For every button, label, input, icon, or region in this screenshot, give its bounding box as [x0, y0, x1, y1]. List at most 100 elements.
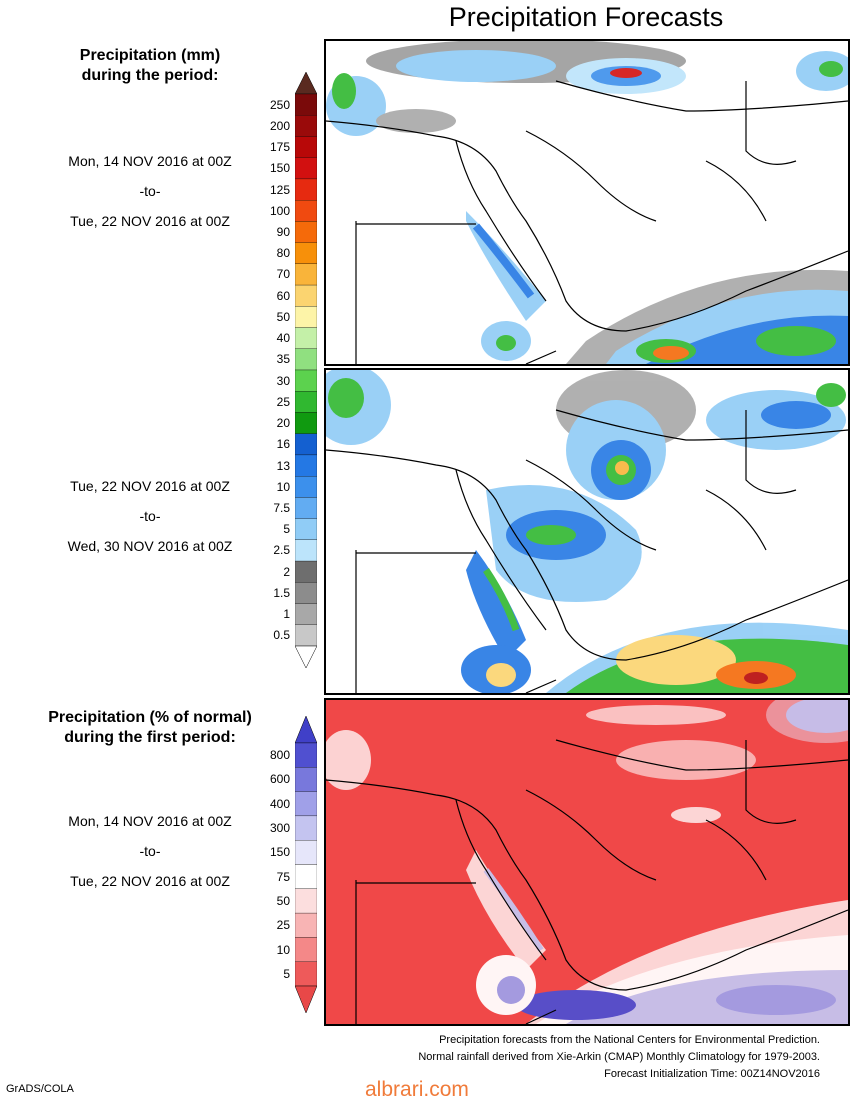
- colorbar-segment: [294, 497, 318, 519]
- page-title: Precipitation Forecasts: [448, 2, 724, 32]
- colorbar-segment: [294, 178, 318, 201]
- colorbar-segment: [294, 115, 318, 137]
- colorbar-segment: [294, 93, 318, 116]
- colorbar-label: 75: [276, 869, 290, 884]
- colorbar-segment: [294, 518, 318, 540]
- pct-colorbar-labels: 800 600 400 300 150 75 50 25 10 5: [260, 0, 292, 1050]
- colorbar-segment: [294, 348, 318, 371]
- colorbar-segment: [294, 560, 318, 583]
- colorbar-label: 30: [276, 373, 290, 388]
- colorbar-segment: [294, 284, 318, 307]
- colorbar-segment: [294, 327, 318, 349]
- colorbar-top-cap: [294, 715, 318, 744]
- period2-sep: -to-: [139, 508, 161, 524]
- colorbar-label: 600: [269, 772, 290, 787]
- colorbar-segment: [294, 603, 318, 625]
- colorbar-label: 60: [276, 288, 290, 303]
- colorbar-label: 125: [269, 182, 290, 197]
- period1-sep: -to-: [139, 183, 161, 199]
- map-precip-period1: [324, 39, 850, 366]
- colorbar-label: 13: [276, 458, 290, 473]
- colorbar-label: 25: [276, 394, 290, 409]
- footer-line3: Forecast Initialization Time: 00Z14NOV20…: [604, 1068, 820, 1080]
- colorbar-label: 400: [269, 796, 290, 811]
- watermark: albrari.com: [365, 1078, 469, 1101]
- colorbar-segment: [294, 582, 318, 604]
- colorbar-label: 1: [283, 607, 290, 622]
- period2-start: Tue, 22 NOV 2016 at 00Z: [70, 478, 230, 494]
- colorbar-label: 5: [283, 522, 290, 537]
- colorbar-segment: [294, 263, 318, 286]
- colorbar-segment: [294, 200, 318, 222]
- colorbar-label: 2: [283, 564, 290, 579]
- colorbar-segment: [294, 412, 318, 434]
- colorbar-segment: [294, 136, 318, 158]
- colorbar-label: 40: [276, 331, 290, 346]
- precip-legend-title-line1: Precipitation (mm): [79, 47, 221, 64]
- period1-start: Mon, 14 NOV 2016 at 00Z: [68, 153, 232, 169]
- colorbar-label: 80: [276, 246, 290, 261]
- colorbar-segment: [294, 369, 318, 392]
- colorbar-label: 2.5: [273, 543, 290, 558]
- colorbar-segment: [294, 433, 318, 456]
- colorbar-segment: [294, 391, 318, 413]
- pct-legend-title: Precipitation (% of normal) during the f…: [30, 708, 270, 748]
- colorbar-label: 10: [276, 479, 290, 494]
- footer-line2: Normal rainfall derived from Xie-Arkin (…: [418, 1051, 820, 1063]
- colorbar-segment: [294, 306, 318, 328]
- colorbar-label: 35: [276, 352, 290, 367]
- colorbar-segment: [294, 454, 318, 477]
- colorbar-segment: [294, 840, 318, 865]
- colorbar-segment: [294, 221, 318, 243]
- colorbar-label: 50: [276, 309, 290, 324]
- footer-notes: Precipitation forecasts from the Nationa…: [418, 1032, 820, 1083]
- period3-end: Tue, 22 NOV 2016 at 00Z: [70, 873, 230, 889]
- colorbar-segment: [294, 815, 318, 841]
- grads-credit: GrADS/COLA: [6, 1083, 74, 1095]
- precip-legend-title: Precipitation (mm) during the period:: [30, 46, 270, 86]
- pct-legend-title-line1: Precipitation (% of normal): [48, 709, 252, 726]
- colorbar-label: 5: [283, 966, 290, 981]
- colorbar-segment: [294, 624, 318, 647]
- colorbar-label: 175: [269, 140, 290, 155]
- colorbar-label: 20: [276, 416, 290, 431]
- colorbar-top-cap: [294, 71, 318, 95]
- colorbar-segment: [294, 242, 318, 264]
- colorbar-label: 7.5: [273, 501, 290, 515]
- colorbar-segment: [294, 888, 318, 914]
- colorbar-label: 70: [276, 267, 290, 282]
- map-percent-normal: [324, 698, 850, 1026]
- precip-legend-title-line2: during the period:: [81, 67, 219, 84]
- precip-colorbar-labels: 250 200 175 150 125 100 90 80 70 60 50 40 35 30 25 20 16…: [260, 0, 292, 700]
- period2-end: Wed, 30 NOV 2016 at 00Z: [67, 538, 233, 554]
- colorbar-label: 50: [276, 893, 290, 908]
- colorbar-segment: [294, 937, 318, 962]
- colorbar-segment: [294, 157, 318, 180]
- colorbar-label: 10: [276, 942, 290, 957]
- footer-line1: Precipitation forecasts from the Nationa…: [439, 1034, 820, 1046]
- colorbar-label: 300: [269, 821, 290, 836]
- colorbar-label: 16: [276, 437, 290, 452]
- colorbar-segment: [294, 742, 318, 768]
- colorbar-segment: [294, 767, 318, 792]
- map-precip-period2: [324, 368, 850, 695]
- period1-end: Tue, 22 NOV 2016 at 00Z: [70, 213, 230, 229]
- precip-colorbar: [294, 71, 318, 669]
- colorbar-label: 90: [276, 225, 290, 239]
- colorbar-segment: [294, 912, 318, 938]
- colorbar-bottom-cap: [294, 985, 318, 1014]
- colorbar-label: 25: [276, 918, 290, 933]
- colorbar-label: 150: [269, 845, 290, 860]
- colorbar-label: 250: [269, 97, 290, 112]
- colorbar-label: 0.5: [273, 628, 290, 643]
- colorbar-segment: [294, 864, 318, 889]
- colorbar-segment: [294, 961, 318, 987]
- colorbar-label: 100: [269, 203, 290, 218]
- colorbar-label: 200: [269, 118, 290, 133]
- pct-legend-title-line2: during the first period:: [64, 729, 236, 746]
- period3-start: Mon, 14 NOV 2016 at 00Z: [68, 813, 232, 829]
- period3-sep: -to-: [139, 843, 161, 859]
- pct-colorbar: [294, 715, 318, 1014]
- colorbar-segment: [294, 791, 318, 817]
- colorbar-label: 1.5: [273, 585, 290, 600]
